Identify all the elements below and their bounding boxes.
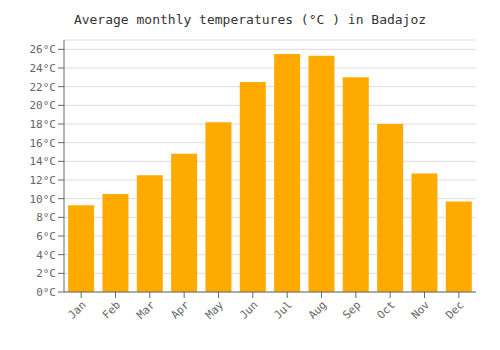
svg-text:Mar: Mar xyxy=(134,298,158,322)
svg-text:22°C: 22°C xyxy=(30,81,57,94)
svg-text:14°C: 14°C xyxy=(30,155,57,168)
svg-text:8°C: 8°C xyxy=(36,211,56,224)
svg-text:Jan: Jan xyxy=(66,298,89,321)
svg-text:18°C: 18°C xyxy=(30,118,57,131)
svg-text:Oct: Oct xyxy=(375,298,398,321)
svg-text:6°C: 6°C xyxy=(36,230,56,243)
svg-text:Apr: Apr xyxy=(169,298,193,322)
svg-text:24°C: 24°C xyxy=(30,62,57,75)
svg-text:Jun: Jun xyxy=(237,298,260,321)
svg-text:May: May xyxy=(203,298,227,322)
svg-text:Jul: Jul xyxy=(272,298,295,321)
svg-text:Sep: Sep xyxy=(340,298,363,321)
svg-text:10°C: 10°C xyxy=(30,193,57,206)
svg-text:20°C: 20°C xyxy=(30,99,57,112)
svg-text:2°C: 2°C xyxy=(36,267,56,280)
svg-text:16°C: 16°C xyxy=(30,137,57,150)
svg-text:26°C: 26°C xyxy=(30,43,57,56)
svg-text:12°C: 12°C xyxy=(30,174,57,187)
svg-text:4°C: 4°C xyxy=(36,249,56,262)
html-text:Average monthly temperatures (: Average monthly temperatures (°C ) in Ba… xyxy=(73,12,427,27)
svg-text:Nov: Nov xyxy=(409,298,433,322)
svg-text:Feb: Feb xyxy=(100,298,123,321)
svg-text:Dec: Dec xyxy=(443,298,466,321)
svg-text:Aug: Aug xyxy=(306,298,329,321)
svg-text:0°C: 0°C xyxy=(36,286,56,299)
